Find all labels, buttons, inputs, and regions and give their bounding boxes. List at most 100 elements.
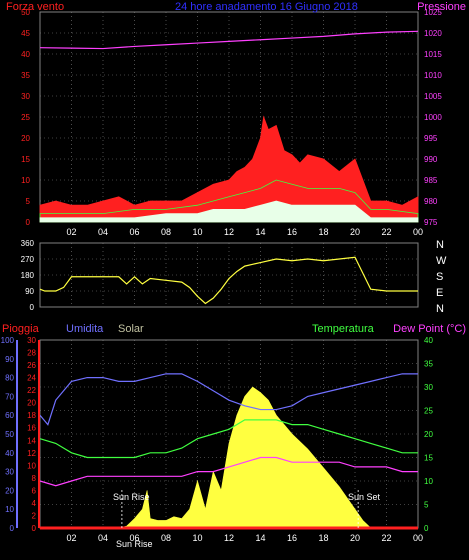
- humidity-tick-label: 0: [10, 524, 15, 533]
- rain-label: Pioggia: [2, 323, 40, 335]
- time-tick-label: 14: [255, 227, 265, 237]
- temp-tick-label: 5: [424, 501, 429, 510]
- rain-tick-label: 28: [27, 349, 36, 358]
- time-tick-label: 22: [381, 227, 391, 237]
- wind-tick-label: 25: [21, 113, 30, 122]
- rain-tick-label: 18: [27, 411, 36, 420]
- pressure-line: [39, 30, 419, 50]
- time-tick-label: 18: [318, 533, 328, 543]
- dewpoint-label: Dew Point (°C): [393, 323, 466, 335]
- direction-tick-label: 270: [21, 255, 35, 264]
- temp-tick-label: 25: [424, 407, 433, 416]
- humidity-tick-label: 60: [5, 411, 14, 420]
- time-tick-label: 10: [192, 227, 202, 237]
- temp-tick-label: 15: [424, 454, 433, 463]
- time-tick-label: 20: [350, 227, 360, 237]
- compass-label: E: [436, 287, 443, 299]
- series-layer: [39, 30, 419, 530]
- rain-tick-label: 20: [27, 399, 36, 408]
- wind-tick-label: 5: [26, 197, 31, 206]
- direction-tick-label: 90: [25, 287, 34, 296]
- wind-tick-label: 30: [21, 92, 30, 101]
- humidity-tick-label: 10: [5, 505, 14, 514]
- temp-tick-label: 30: [424, 383, 433, 392]
- time-tick-label: 18: [318, 227, 328, 237]
- direction-tick-label: 360: [21, 239, 35, 248]
- time-tick-label: 04: [98, 533, 108, 543]
- time-tick-label: 02: [66, 227, 76, 237]
- humidity-tick-label: 100: [1, 336, 15, 345]
- rain-tick-label: 8: [32, 474, 37, 483]
- time-tick-label: 20: [350, 533, 360, 543]
- solar-area: [118, 386, 372, 529]
- humidity-tick-label: 20: [5, 486, 14, 495]
- sunrise-axis-annotation: Sun Rise: [116, 539, 153, 549]
- wind-tick-label: 40: [21, 50, 30, 59]
- pressure-tick-label: 1000: [424, 113, 442, 122]
- time-tick-label: 06: [129, 227, 139, 237]
- rain-tick-label: 10: [27, 461, 36, 470]
- compass-label: S: [436, 271, 443, 283]
- humidity-tick-label: 70: [5, 392, 14, 401]
- solar-label: Solar: [118, 323, 144, 335]
- rain-tick-label: 26: [27, 361, 36, 370]
- time-tick-label: 12: [224, 227, 234, 237]
- rain-tick-label: 16: [27, 424, 36, 433]
- chart-title: 24 hore anadamento 16 Giugno 2018: [175, 1, 358, 13]
- wind-direction-line: [39, 256, 418, 305]
- direction-tick-label: 180: [21, 271, 35, 280]
- humidity-tick-label: 40: [5, 449, 14, 458]
- wind-tick-label: 0: [26, 218, 31, 227]
- time-tick-label: 16: [287, 227, 297, 237]
- pressure-tick-label: 1015: [424, 50, 442, 59]
- wind-minima-area: [39, 200, 419, 223]
- wind-tick-label: 15: [21, 155, 30, 164]
- pressure-tick-label: 1020: [424, 29, 442, 38]
- humidity-tick-label: 80: [5, 374, 14, 383]
- time-tick-label: 02: [66, 533, 76, 543]
- wind-tick-label: 35: [21, 71, 30, 80]
- wind-media-area: [39, 179, 419, 223]
- rain-tick-label: 14: [27, 436, 36, 445]
- umidita-line: [39, 373, 418, 426]
- sunrise-annotation: Sun Rise: [113, 492, 150, 502]
- rain-tick-label: 2: [32, 511, 37, 520]
- pressure-tick-label: 995: [424, 134, 438, 143]
- pressure-tick-label: 1010: [424, 71, 442, 80]
- wind-tick-label: 10: [21, 176, 30, 185]
- temp-tick-label: 0: [424, 524, 429, 533]
- wind-axis-label: Forza vento: [6, 1, 64, 13]
- humidity-label: Umidita: [66, 323, 104, 335]
- pressure-tick-label: 975: [424, 218, 438, 227]
- pressure-tick-label: 1025: [424, 8, 442, 17]
- wind-tick-label: 45: [21, 29, 30, 38]
- pressure-tick-label: 1005: [424, 92, 442, 101]
- direction-tick-label: 0: [30, 303, 35, 312]
- temperature-label: Temperatura: [312, 323, 375, 335]
- time-tick-label: 16: [287, 533, 297, 543]
- rain-tick-label: 4: [32, 499, 37, 508]
- humidity-tick-label: 90: [5, 355, 14, 364]
- compass-label: N: [436, 239, 444, 251]
- pressure-tick-label: 985: [424, 176, 438, 185]
- time-tick-label: 04: [98, 227, 108, 237]
- time-tick-label: 10: [192, 533, 202, 543]
- humidity-tick-label: 50: [5, 430, 14, 439]
- pressure-tick-label: 980: [424, 197, 438, 206]
- temp-tick-label: 35: [424, 360, 433, 369]
- wind-tick-label: 20: [21, 134, 30, 143]
- temp-tick-label: 10: [424, 477, 433, 486]
- time-tick-label: 00: [413, 227, 423, 237]
- wind-raffica-area: [39, 115, 419, 223]
- time-tick-label: 08: [161, 227, 171, 237]
- rain-tick-label: 6: [32, 486, 37, 495]
- temp-tick-label: 40: [424, 336, 433, 345]
- time-tick-label: 12: [224, 533, 234, 543]
- rain-tick-label: 24: [27, 374, 36, 383]
- rain-tick-label: 12: [27, 449, 36, 458]
- humidity-tick-label: 30: [5, 468, 14, 477]
- pressure-axis-label: Pressione: [417, 1, 466, 13]
- pressure-tick-label: 990: [424, 155, 438, 164]
